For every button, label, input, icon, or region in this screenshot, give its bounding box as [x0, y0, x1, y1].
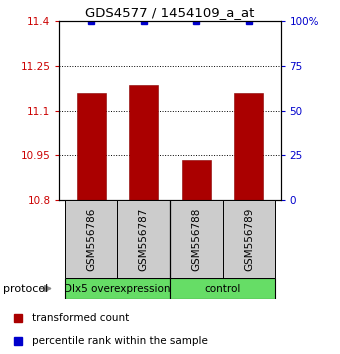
Bar	[235, 93, 264, 200]
Bar	[182, 160, 211, 200]
Bar	[129, 85, 158, 200]
Text: GSM556787: GSM556787	[139, 207, 149, 271]
Text: control: control	[204, 284, 241, 293]
Bar	[223, 200, 275, 278]
Bar	[170, 200, 223, 278]
Text: Dlx5 overexpression: Dlx5 overexpression	[64, 284, 171, 293]
Text: GSM556789: GSM556789	[244, 207, 254, 271]
Bar	[170, 278, 275, 299]
Text: percentile rank within the sample: percentile rank within the sample	[32, 336, 208, 346]
Bar	[117, 200, 170, 278]
Text: transformed count: transformed count	[32, 313, 129, 323]
Bar	[76, 93, 105, 200]
Text: GSM556788: GSM556788	[191, 207, 201, 271]
Text: protocol: protocol	[3, 284, 49, 293]
Title: GDS4577 / 1454109_a_at: GDS4577 / 1454109_a_at	[85, 6, 255, 19]
Bar	[65, 200, 117, 278]
Text: GSM556786: GSM556786	[86, 207, 96, 271]
Bar	[65, 278, 170, 299]
